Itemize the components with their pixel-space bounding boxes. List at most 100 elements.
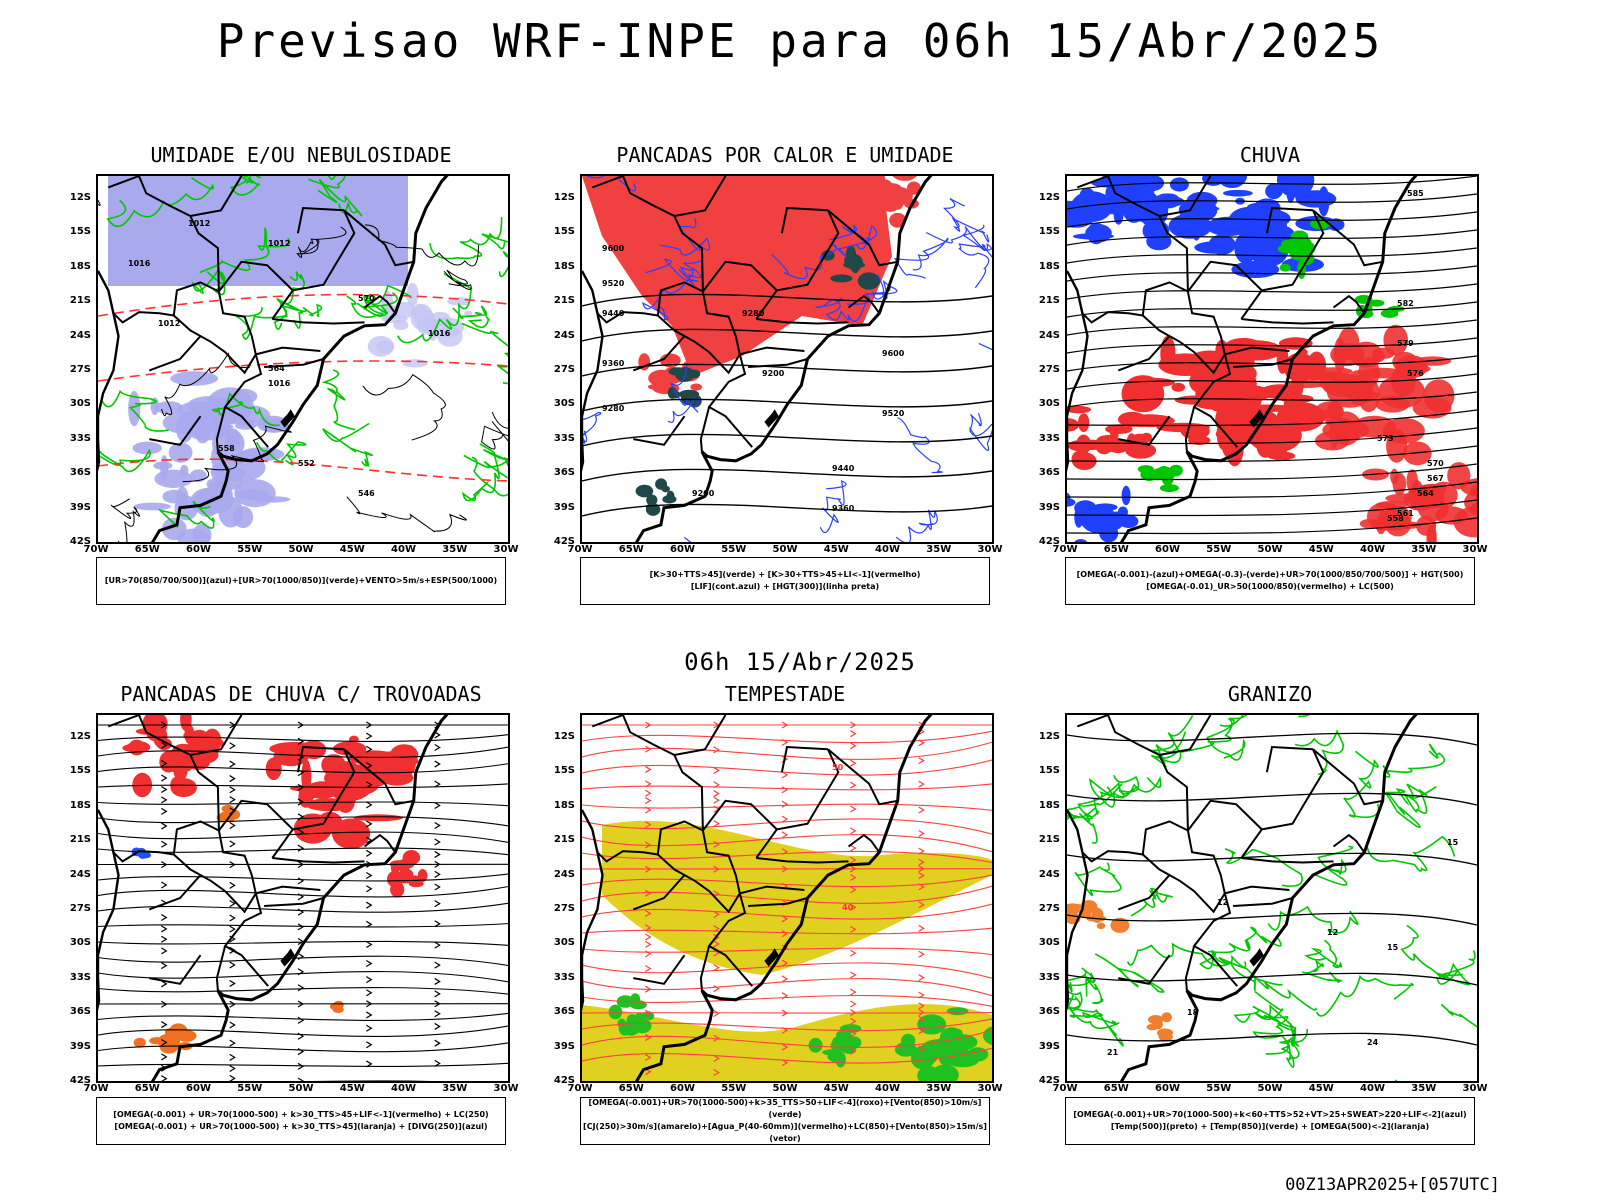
height-contour	[1067, 517, 1477, 535]
lon-tick-label: 30W	[1462, 544, 1488, 555]
political-border	[1241, 318, 1334, 325]
political-border	[596, 850, 658, 863]
streamline-arrow	[713, 1054, 720, 1063]
political-border	[748, 358, 808, 368]
streamline-arrow	[297, 968, 305, 976]
streamline-arrow	[918, 780, 925, 788]
lat-tick-label: 12S	[553, 731, 575, 742]
streamline-arrow	[713, 840, 720, 848]
streamline-arrow	[713, 964, 720, 972]
legend-line: [OMEGA(-0.001) + UR>70(1000-500) + k>30_…	[114, 1122, 488, 1131]
lat-tick-label: 39S	[1038, 1040, 1060, 1052]
political-border	[1224, 885, 1290, 895]
contour-line	[1304, 939, 1343, 969]
streamline	[582, 978, 992, 997]
andes-border	[582, 809, 604, 1011]
streamline-arrow	[297, 1000, 305, 1008]
contour-line	[483, 448, 508, 474]
streamline-arrow	[366, 801, 373, 809]
lon-tick-label: 70W	[83, 1083, 109, 1094]
political-border	[656, 820, 741, 914]
streamline-arrow	[297, 737, 305, 745]
streamline-arrow	[161, 1021, 168, 1029]
lat-tick-label: 39S	[553, 1040, 575, 1052]
streamline-arrow	[434, 1010, 441, 1018]
lagoa-dos-patos	[764, 948, 779, 967]
contour-label: 1012	[268, 239, 290, 248]
lon-tick-label: 45W	[339, 544, 365, 555]
contour-line	[461, 322, 508, 347]
instability-area	[582, 176, 892, 376]
lat-tick-label: 27S	[69, 364, 91, 375]
contour-label: 558	[218, 444, 235, 453]
political-border	[255, 346, 321, 356]
streamline-arrow	[434, 870, 441, 878]
political-border	[343, 209, 414, 267]
lat-tick-label: 12S	[69, 192, 91, 203]
contour-line	[346, 284, 412, 319]
political-border	[1186, 291, 1238, 448]
panel-title: PANCADAS POR CALOR E UMIDADE	[616, 143, 954, 167]
streamline-arrow	[229, 760, 236, 768]
political-border	[1187, 799, 1263, 832]
contour-line	[1440, 1003, 1477, 1050]
temp500-contour	[1067, 1032, 1477, 1046]
streamline-arrow	[918, 1045, 925, 1053]
contour-line	[1218, 954, 1317, 1011]
streamline-arrow	[918, 865, 925, 873]
streamline-arrow	[645, 965, 652, 973]
lon-tick-label: 55W	[721, 544, 747, 555]
streamline-arrow	[161, 1053, 168, 1061]
thickness-line	[98, 360, 508, 382]
lat-tick-label: 24S	[1038, 868, 1060, 880]
streamline-arrow	[161, 1075, 168, 1081]
height-contour	[1067, 427, 1477, 445]
lon-tick-label: 45W	[339, 1083, 365, 1094]
streamline-arrow	[645, 933, 652, 941]
panel-legend: [OMEGA(-0.001)+UR>70(1000-500)+k<60+TTS>…	[1065, 1097, 1475, 1145]
lon-axis: 70W 65W 60W 55W 50W 45W 40W 35W 30W	[84, 544, 519, 556]
streamline-arrow	[850, 730, 857, 738]
lat-tick-label: 21S	[1038, 295, 1060, 307]
lat-tick-label: 30S	[69, 937, 91, 949]
height-contour	[1067, 265, 1477, 282]
streamline-arrow	[366, 901, 373, 909]
contour-line	[276, 271, 305, 329]
political-border	[1159, 176, 1212, 217]
political-border	[1233, 897, 1293, 907]
streamline-arrow	[161, 962, 168, 970]
streamline	[98, 940, 508, 946]
streamline-arrow	[918, 883, 925, 891]
temp500-contour	[1067, 912, 1477, 926]
contour-line	[846, 274, 898, 305]
streamline-arrow	[781, 1026, 789, 1034]
contour-line	[1074, 862, 1122, 896]
lat-tick-label: 30S	[1038, 398, 1060, 410]
streamline-arrow	[434, 1039, 441, 1047]
contour-line	[98, 448, 151, 473]
streamline	[98, 816, 508, 827]
lon-tick-label: 60W	[1155, 1083, 1180, 1094]
contour-line	[362, 373, 446, 441]
streamline	[582, 730, 992, 744]
lat-tick-label: 15S	[1038, 226, 1060, 238]
contour-line	[1382, 743, 1446, 778]
map-area: 9600 9520 9440 9360 9280 9200 9600 9520 9440 9360…	[580, 174, 994, 544]
map-area: 12 15 12 15 18 21 24	[1065, 713, 1479, 1083]
contour-line	[1088, 775, 1162, 808]
streamline	[98, 734, 508, 742]
lat-tick-label: 39S	[1038, 501, 1060, 513]
streamline-arrow	[434, 977, 441, 985]
height-contour	[582, 398, 992, 412]
lon-tick-label: 70W	[1052, 1083, 1078, 1094]
legend-line: [OMEGA(-0.01)_UR>50(1000/850)(vermelho) …	[1146, 582, 1394, 591]
panel-legend: [UR>70(850/700/500)](azul)+[UR>70(1000/8…	[96, 557, 506, 605]
streamline-arrow	[850, 759, 857, 767]
political-border	[702, 260, 778, 293]
political-border	[633, 415, 686, 446]
map-area: 1012 1012 1016 1012 570 564 558 552 546 1016 1016	[96, 174, 510, 544]
streamline-arrow	[297, 952, 305, 960]
legend-line: [CJ(250)>30m/s](amarelo)+[Agua_P(40-60mm…	[583, 1122, 987, 1143]
streamline-arrow	[713, 910, 720, 918]
streamline-arrow	[434, 822, 441, 830]
